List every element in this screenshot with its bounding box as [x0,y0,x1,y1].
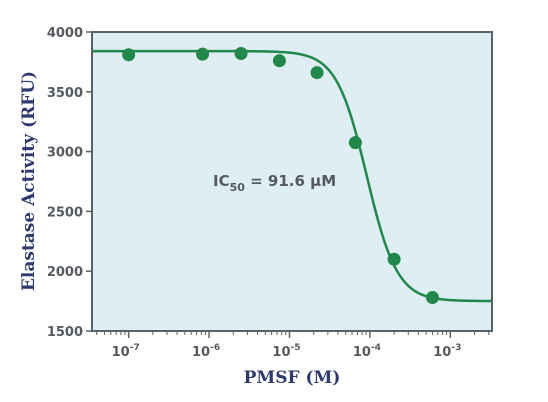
x-tick-label: 10-3 [433,343,461,360]
x-tick-label: 10-4 [353,343,381,360]
ic50-annotation: IC50 = 91.6 µM [213,172,336,194]
y-tick-label: 3000 [47,146,83,161]
y-tick-label: 1500 [47,325,83,340]
y-tick-label: 2500 [47,205,83,220]
data-point [310,66,324,80]
data-point [387,252,401,266]
y-axis-title: Elastase Activity (RFU) [19,71,39,291]
ic50-annotation-value: = 91.6 µM [245,172,336,190]
data-point [122,48,136,62]
plot-frame [91,31,493,332]
x-tick-label: 10-5 [272,343,300,360]
x-axis-title: PMSF (M) [244,368,341,388]
y-axis: 4000 3500 3000 2500 2000 1500 [47,26,92,340]
data-points [122,47,439,305]
ic50-annotation-main: IC [213,172,230,190]
data-point [348,136,362,150]
data-point [272,54,286,68]
data-point [425,291,439,305]
plot-area [92,32,492,331]
data-point [234,47,248,61]
y-tick-label: 3500 [47,86,83,101]
y-tick-label: 4000 [47,26,83,41]
x-tick-label: 10-6 [192,343,220,360]
y-tick-label: 2000 [47,265,83,280]
fit-curve [92,49,492,303]
ic50-annotation-sub: 50 [230,181,246,194]
data-point [196,47,210,61]
x-tick-label: 10-7 [112,343,140,360]
x-axis: 10-7 10-6 10-5 10-4 10-3 [96,331,490,360]
